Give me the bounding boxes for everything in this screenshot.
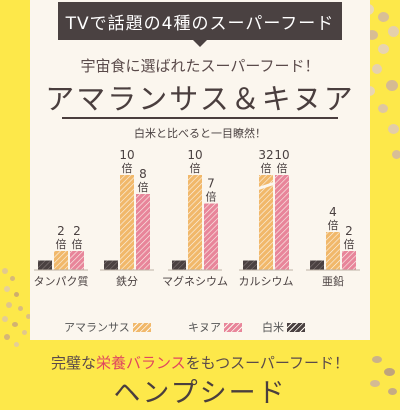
legend-label-s1: アマランサス	[64, 321, 130, 334]
bar-s2-0	[70, 251, 84, 270]
section2-subtitle-pre: 完璧な	[50, 354, 96, 372]
header-banner: TVで話題の4種のスーパーフード	[58, 2, 342, 40]
data-label-unit-s1-3: 倍	[261, 161, 272, 175]
category-label-0: タンパク質	[34, 274, 89, 288]
category-label-2: マグネシウム	[162, 274, 228, 288]
data-label-unit-s2-4: 倍	[344, 237, 355, 251]
data-label-unit-s2-2: 倍	[206, 190, 217, 204]
data-label-value-s2-0: 2	[73, 224, 81, 238]
chart-legend: アマランサス キヌア 白米	[40, 319, 360, 337]
bar-s0-4	[310, 260, 324, 270]
data-label-value-s1-1: 10	[119, 148, 134, 162]
legend-swatch-s1	[132, 322, 151, 332]
comparison-note: 白米と比べると一目瞭然！	[0, 125, 400, 141]
data-label-unit-s1-1: 倍	[122, 161, 133, 175]
section1-subtitle: 宇宙食に選ばれたスーパーフード！	[80, 57, 320, 75]
legend-label-s2: キヌア	[188, 321, 221, 334]
legend-item-s1: アマランサス	[64, 319, 151, 335]
legend-item-s0: 白米	[262, 319, 305, 335]
data-label-value-s1-2: 10	[187, 148, 202, 162]
legend-item-s2: キヌア	[188, 319, 242, 335]
bar-s1-0	[54, 251, 68, 270]
bar-s1-3	[259, 175, 273, 270]
bar-s2-2	[204, 203, 218, 270]
data-label-value-s1-0: 2	[57, 224, 65, 238]
section2-subtitle-post: をもつスーパーフード！	[185, 354, 350, 372]
legend-swatch-s2	[224, 322, 242, 332]
data-label-unit-s1-0: 倍	[56, 237, 67, 251]
bar-s2-1	[136, 194, 150, 270]
data-label-unit-s2-0: 倍	[72, 237, 83, 251]
banner-text: TVで話題の4種のスーパーフード	[65, 13, 335, 34]
bar-s1-1	[120, 175, 134, 270]
data-label-value-s1-3: 32	[258, 148, 273, 162]
section2-subtitle-highlight: 栄養バランス	[95, 354, 186, 372]
bar-s0-2	[172, 260, 186, 270]
category-label-3: カルシウム	[239, 275, 294, 288]
legend-label-s0: 白米	[262, 321, 284, 334]
section1-title: アマランサス＆キヌア	[45, 82, 355, 116]
content-card	[30, 0, 370, 340]
data-label-unit-s1-4: 倍	[328, 218, 339, 232]
bar-s0-0	[38, 260, 52, 270]
data-label-value-s2-1: 8	[139, 167, 147, 181]
section2-title: ヘンプシード	[113, 378, 287, 409]
data-label-unit-s1-2: 倍	[190, 161, 201, 175]
title-underline	[62, 117, 338, 119]
bar-break-3	[256, 181, 276, 191]
legend-swatch-s0	[287, 322, 305, 332]
bar-s2-3	[275, 175, 289, 270]
data-label-value-s2-2: 7	[207, 177, 215, 191]
data-label-value-s2-4: 2	[345, 224, 353, 238]
section2-subtitle: 完璧な栄養バランスをもつスーパーフード！	[0, 352, 400, 373]
category-label-1: 鉄分	[116, 274, 138, 288]
bar-s1-4	[326, 232, 340, 270]
bar-s0-1	[104, 260, 118, 270]
bar-s1-2	[188, 175, 202, 270]
category-label-4: 亜鉛	[322, 274, 344, 288]
data-label-value-s1-4: 4	[329, 205, 337, 219]
comparison-note-text: 白米と比べると一目瞭然！	[134, 127, 266, 140]
data-label-unit-s2-3: 倍	[277, 161, 288, 175]
data-label-value-s2-3: 10	[274, 148, 289, 162]
data-label-unit-s2-1: 倍	[138, 180, 149, 194]
banner-notch	[193, 40, 207, 47]
bar-s2-4	[342, 251, 356, 270]
bar-s0-3	[243, 260, 257, 270]
